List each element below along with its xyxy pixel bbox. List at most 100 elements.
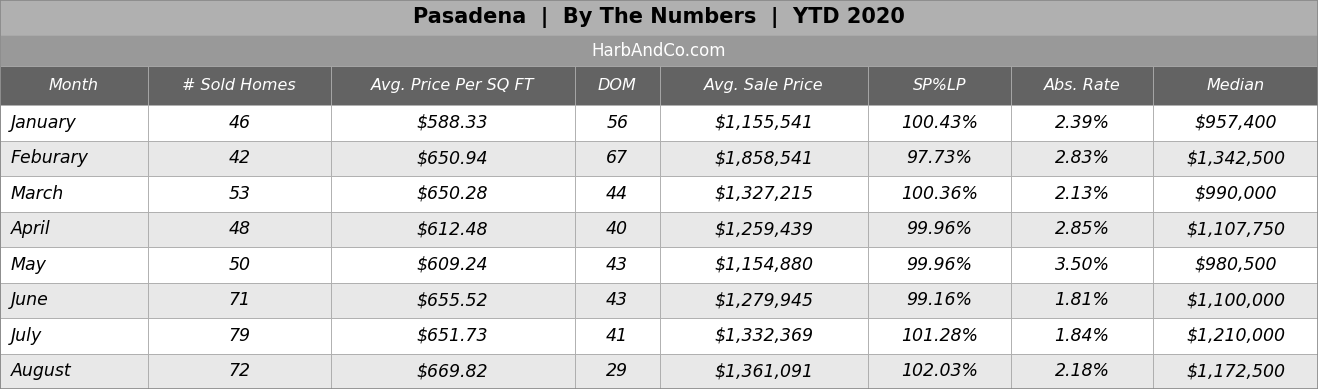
Bar <box>660 354 869 389</box>
Text: DOM: DOM <box>598 78 637 93</box>
Text: $957,400: $957,400 <box>1194 114 1277 132</box>
Bar <box>331 105 575 140</box>
Text: $1,327,215: $1,327,215 <box>714 185 813 203</box>
Text: $612.48: $612.48 <box>416 220 489 238</box>
Text: $1,259,439: $1,259,439 <box>714 220 813 238</box>
Text: 41: 41 <box>606 327 629 345</box>
Text: 99.16%: 99.16% <box>907 291 973 309</box>
Text: $669.82: $669.82 <box>416 362 489 380</box>
Text: HarbAndCo.com: HarbAndCo.com <box>592 42 726 60</box>
Bar <box>1011 105 1153 140</box>
Bar <box>0 176 148 212</box>
Text: $1,107,750: $1,107,750 <box>1186 220 1285 238</box>
Text: $1,154,880: $1,154,880 <box>714 256 813 274</box>
Bar <box>660 105 869 140</box>
Bar <box>148 140 331 176</box>
Text: Feburary: Feburary <box>11 149 88 167</box>
Text: 79: 79 <box>228 327 250 345</box>
Text: $1,172,500: $1,172,500 <box>1186 362 1285 380</box>
Bar <box>575 140 660 176</box>
Bar <box>331 247 575 282</box>
Bar <box>660 176 869 212</box>
Bar <box>0 247 148 282</box>
Bar <box>331 318 575 354</box>
Bar <box>0 35 1318 66</box>
Text: 29: 29 <box>606 362 629 380</box>
Bar <box>1153 247 1318 282</box>
Text: $1,100,000: $1,100,000 <box>1186 291 1285 309</box>
Bar <box>575 282 660 318</box>
Bar <box>1011 354 1153 389</box>
Bar <box>660 140 869 176</box>
Text: 71: 71 <box>228 291 250 309</box>
Text: 102.03%: 102.03% <box>902 362 978 380</box>
Bar <box>660 212 869 247</box>
Bar <box>869 247 1011 282</box>
Bar <box>869 212 1011 247</box>
Text: 101.28%: 101.28% <box>902 327 978 345</box>
Bar <box>1153 105 1318 140</box>
Text: 44: 44 <box>606 185 629 203</box>
Text: March: March <box>11 185 63 203</box>
Text: Median: Median <box>1207 78 1265 93</box>
Bar <box>1153 282 1318 318</box>
Text: May: May <box>11 256 46 274</box>
Text: 2.85%: 2.85% <box>1054 220 1110 238</box>
Text: August: August <box>11 362 71 380</box>
Text: January: January <box>11 114 76 132</box>
Text: $650.94: $650.94 <box>416 149 489 167</box>
Text: 48: 48 <box>228 220 250 238</box>
Bar <box>331 140 575 176</box>
Bar <box>0 105 148 140</box>
Text: 53: 53 <box>228 185 250 203</box>
Bar <box>331 66 575 105</box>
Bar <box>1153 212 1318 247</box>
Bar <box>148 212 331 247</box>
Bar <box>1153 176 1318 212</box>
Bar <box>575 247 660 282</box>
Text: 3.50%: 3.50% <box>1054 256 1110 274</box>
Text: 100.36%: 100.36% <box>902 185 978 203</box>
Text: $1,332,369: $1,332,369 <box>714 327 813 345</box>
Text: Month: Month <box>49 78 99 93</box>
Text: 2.18%: 2.18% <box>1054 362 1110 380</box>
Bar <box>1153 140 1318 176</box>
Text: 97.73%: 97.73% <box>907 149 973 167</box>
Text: SP%LP: SP%LP <box>913 78 966 93</box>
Bar <box>869 176 1011 212</box>
Text: $651.73: $651.73 <box>416 327 489 345</box>
Text: $1,361,091: $1,361,091 <box>714 362 813 380</box>
Bar <box>0 318 148 354</box>
Text: 43: 43 <box>606 256 629 274</box>
Bar <box>1011 212 1153 247</box>
Text: 2.39%: 2.39% <box>1054 114 1110 132</box>
Text: $1,210,000: $1,210,000 <box>1186 327 1285 345</box>
Bar <box>575 318 660 354</box>
Text: 72: 72 <box>228 362 250 380</box>
Bar <box>0 354 148 389</box>
Bar <box>1011 318 1153 354</box>
Text: April: April <box>11 220 50 238</box>
Text: 56: 56 <box>606 114 629 132</box>
Text: June: June <box>11 291 49 309</box>
Text: $1,858,541: $1,858,541 <box>714 149 813 167</box>
Text: # Sold Homes: # Sold Homes <box>182 78 297 93</box>
Bar <box>0 140 148 176</box>
Bar <box>148 105 331 140</box>
Bar <box>575 354 660 389</box>
Bar <box>148 176 331 212</box>
Bar <box>1011 66 1153 105</box>
Bar <box>1153 354 1318 389</box>
Bar <box>869 105 1011 140</box>
Text: Avg. Sale Price: Avg. Sale Price <box>704 78 824 93</box>
Bar <box>331 176 575 212</box>
Bar <box>148 282 331 318</box>
Bar <box>1011 140 1153 176</box>
Text: $990,000: $990,000 <box>1194 185 1277 203</box>
Bar <box>575 105 660 140</box>
Text: $650.28: $650.28 <box>416 185 489 203</box>
Text: $1,342,500: $1,342,500 <box>1186 149 1285 167</box>
Bar <box>575 212 660 247</box>
Bar <box>0 0 1318 35</box>
Bar <box>869 318 1011 354</box>
